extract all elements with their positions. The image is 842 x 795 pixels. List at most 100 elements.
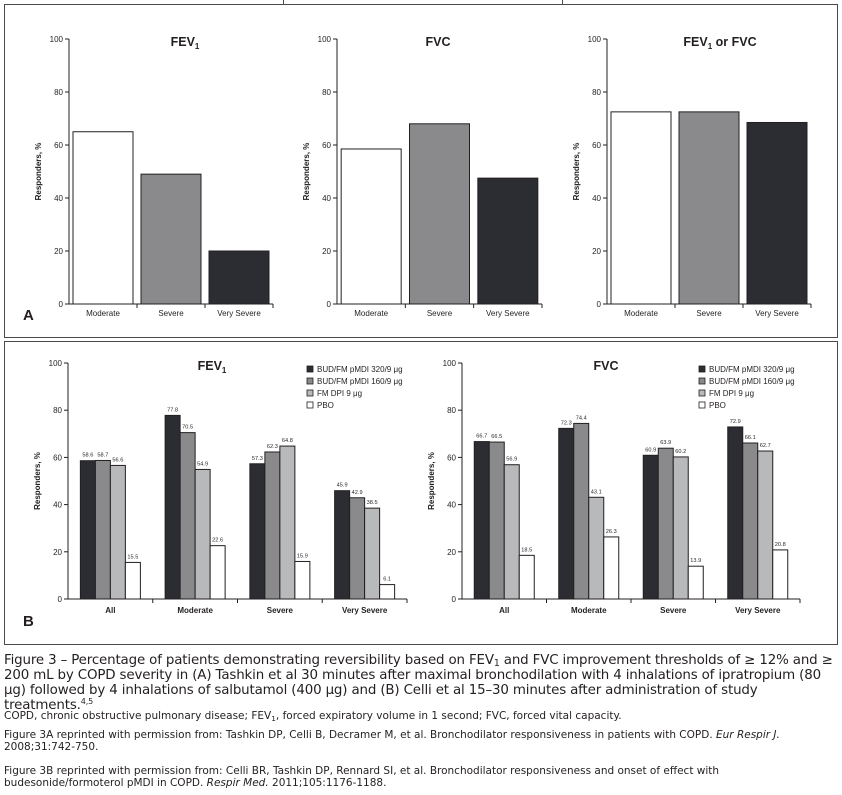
y-axis-label: Responders, % — [302, 143, 311, 201]
chart-title: FEV1 — [198, 359, 227, 375]
data-label: 66.7 — [476, 434, 487, 440]
y-tick-label: 40 — [447, 501, 456, 510]
y-tick-label: 100 — [49, 359, 63, 368]
bar-series-2 — [349, 497, 366, 600]
journal-name: Respir Med. — [206, 777, 269, 789]
bar-series-1 — [164, 414, 181, 600]
y-tick-label: 60 — [54, 141, 63, 150]
legend-label: BUD/FM pMDI 320/9 μg — [317, 365, 403, 374]
data-label: 72.9 — [730, 419, 741, 425]
x-category-label: Moderate — [571, 606, 607, 615]
x-category-label: Severe — [158, 309, 184, 318]
bar-series-1 — [642, 454, 659, 600]
panel-a-charts: 0 20 40 60 80 100 Responders, % FEV1 Moderate Sev… — [23, 35, 812, 324]
bar-series-3 — [672, 456, 689, 600]
chart-title: FVC — [426, 35, 451, 49]
data-label: 38.5 — [367, 500, 378, 506]
figure-3b-credit: Figure 3B reprinted with permission from… — [4, 765, 840, 789]
y-tick-label: 80 — [592, 88, 601, 97]
x-category-label: Very Severe — [735, 606, 781, 615]
credit-text: Figure 3A reprinted with permission from… — [4, 729, 716, 741]
bar-very-severe — [208, 250, 270, 305]
legend-label: FM DPI 9 μg — [317, 389, 362, 398]
y-axis-label: Responders, % — [34, 143, 43, 201]
y-tick-label: 100 — [443, 359, 457, 368]
x-category-label: Very Severe — [486, 309, 530, 318]
legend-label: PBO — [709, 401, 726, 410]
bar-severe — [140, 173, 202, 305]
bar-series-1 — [334, 490, 351, 600]
y-tick-label: 100 — [588, 35, 602, 44]
data-label: 58.7 — [97, 452, 108, 458]
y-tick-label: 80 — [53, 406, 62, 415]
y-tick-label: 60 — [53, 453, 62, 462]
data-label: 72.3 — [561, 420, 572, 426]
data-label: 58.6 — [82, 453, 93, 459]
legend-label: BUD/FM pMDI 160/9 μg — [709, 377, 795, 386]
x-category-label: Severe — [696, 309, 722, 318]
bar-series-1 — [558, 427, 575, 600]
y-tick-label: 20 — [322, 247, 331, 256]
y-tick-label: 20 — [53, 548, 62, 557]
bar-severe — [678, 111, 740, 305]
data-label: 13.9 — [690, 558, 701, 564]
bar-moderate — [610, 111, 672, 305]
panel-b: 0 20 40 60 80 100 Responders, % FEV1 58.6 58.7 56.… — [4, 341, 838, 645]
data-label: 64.8 — [282, 438, 293, 444]
abbr-subscript: 1 — [271, 714, 276, 723]
y-tick-label: 40 — [53, 501, 62, 510]
y-axis-label: Responders, % — [33, 452, 42, 510]
data-label: 20.8 — [775, 542, 786, 548]
x-category-label: Severe — [267, 606, 294, 615]
y-tick-label: 40 — [54, 194, 63, 203]
y-tick-label: 60 — [592, 141, 601, 150]
panel-a-label: A — [23, 307, 34, 324]
bar-series-3 — [194, 468, 211, 600]
legend-swatch — [698, 401, 706, 409]
y-tick-label: 40 — [592, 194, 601, 203]
data-label: 6.1 — [383, 577, 391, 583]
top-divider-mark — [283, 0, 284, 6]
x-category-label: All — [499, 606, 509, 615]
legend-swatch — [698, 377, 706, 385]
data-label: 60.9 — [645, 447, 656, 453]
bar-series-3 — [109, 464, 126, 600]
bar-severe — [409, 123, 470, 305]
data-label: 56.9 — [506, 457, 517, 463]
data-label: 54.9 — [197, 461, 208, 467]
y-tick-label: 60 — [322, 141, 331, 150]
data-label: 66.1 — [745, 435, 756, 441]
y-axis-label: Responders, % — [572, 143, 581, 201]
data-label: 57.3 — [252, 456, 263, 462]
y-tick-label: 60 — [447, 453, 456, 462]
chart-title: FVC — [594, 359, 619, 373]
bar-very-severe — [477, 177, 539, 305]
figure-caption: Figure 3 – Percentage of patients demons… — [4, 653, 840, 713]
caption-subscript: 1 — [493, 658, 500, 669]
chart-title: FEV1 — [171, 35, 200, 51]
legend-label: BUD/FM pMDI 320/9 μg — [709, 365, 795, 374]
data-label: 26.3 — [606, 529, 617, 535]
bar-series-3 — [503, 464, 520, 600]
bar-series-3 — [757, 450, 774, 600]
x-category-label: Severe — [660, 606, 687, 615]
bar-series-2 — [657, 447, 674, 600]
panel-a: 0 20 40 60 80 100 Responders, % FEV1 Moderate Sev… — [4, 4, 838, 338]
y-tick-label: 0 — [452, 595, 457, 604]
top-divider-mark — [562, 0, 563, 6]
y-tick-label: 80 — [322, 88, 331, 97]
legend-swatch — [306, 365, 314, 373]
bar-series-2 — [264, 451, 281, 600]
data-label: 15.9 — [297, 553, 308, 559]
bar-series-1 — [79, 460, 96, 600]
abbr-text: , forced expiratory volume in 1 second; … — [275, 710, 622, 722]
data-label: 70.5 — [182, 425, 193, 431]
chart-title: FEV1 or FVC — [683, 35, 756, 51]
data-label: 43.1 — [591, 489, 602, 495]
panel-b-charts: 0 20 40 60 80 100 Responders, % FEV1 58.6 58.7 56.… — [23, 359, 801, 630]
y-tick-label: 80 — [54, 88, 63, 97]
data-label: 56.6 — [112, 457, 123, 463]
y-tick-label: 80 — [447, 406, 456, 415]
bar-series-3 — [364, 507, 381, 600]
credit-text: Figure 3B reprinted with permission from… — [4, 765, 720, 789]
